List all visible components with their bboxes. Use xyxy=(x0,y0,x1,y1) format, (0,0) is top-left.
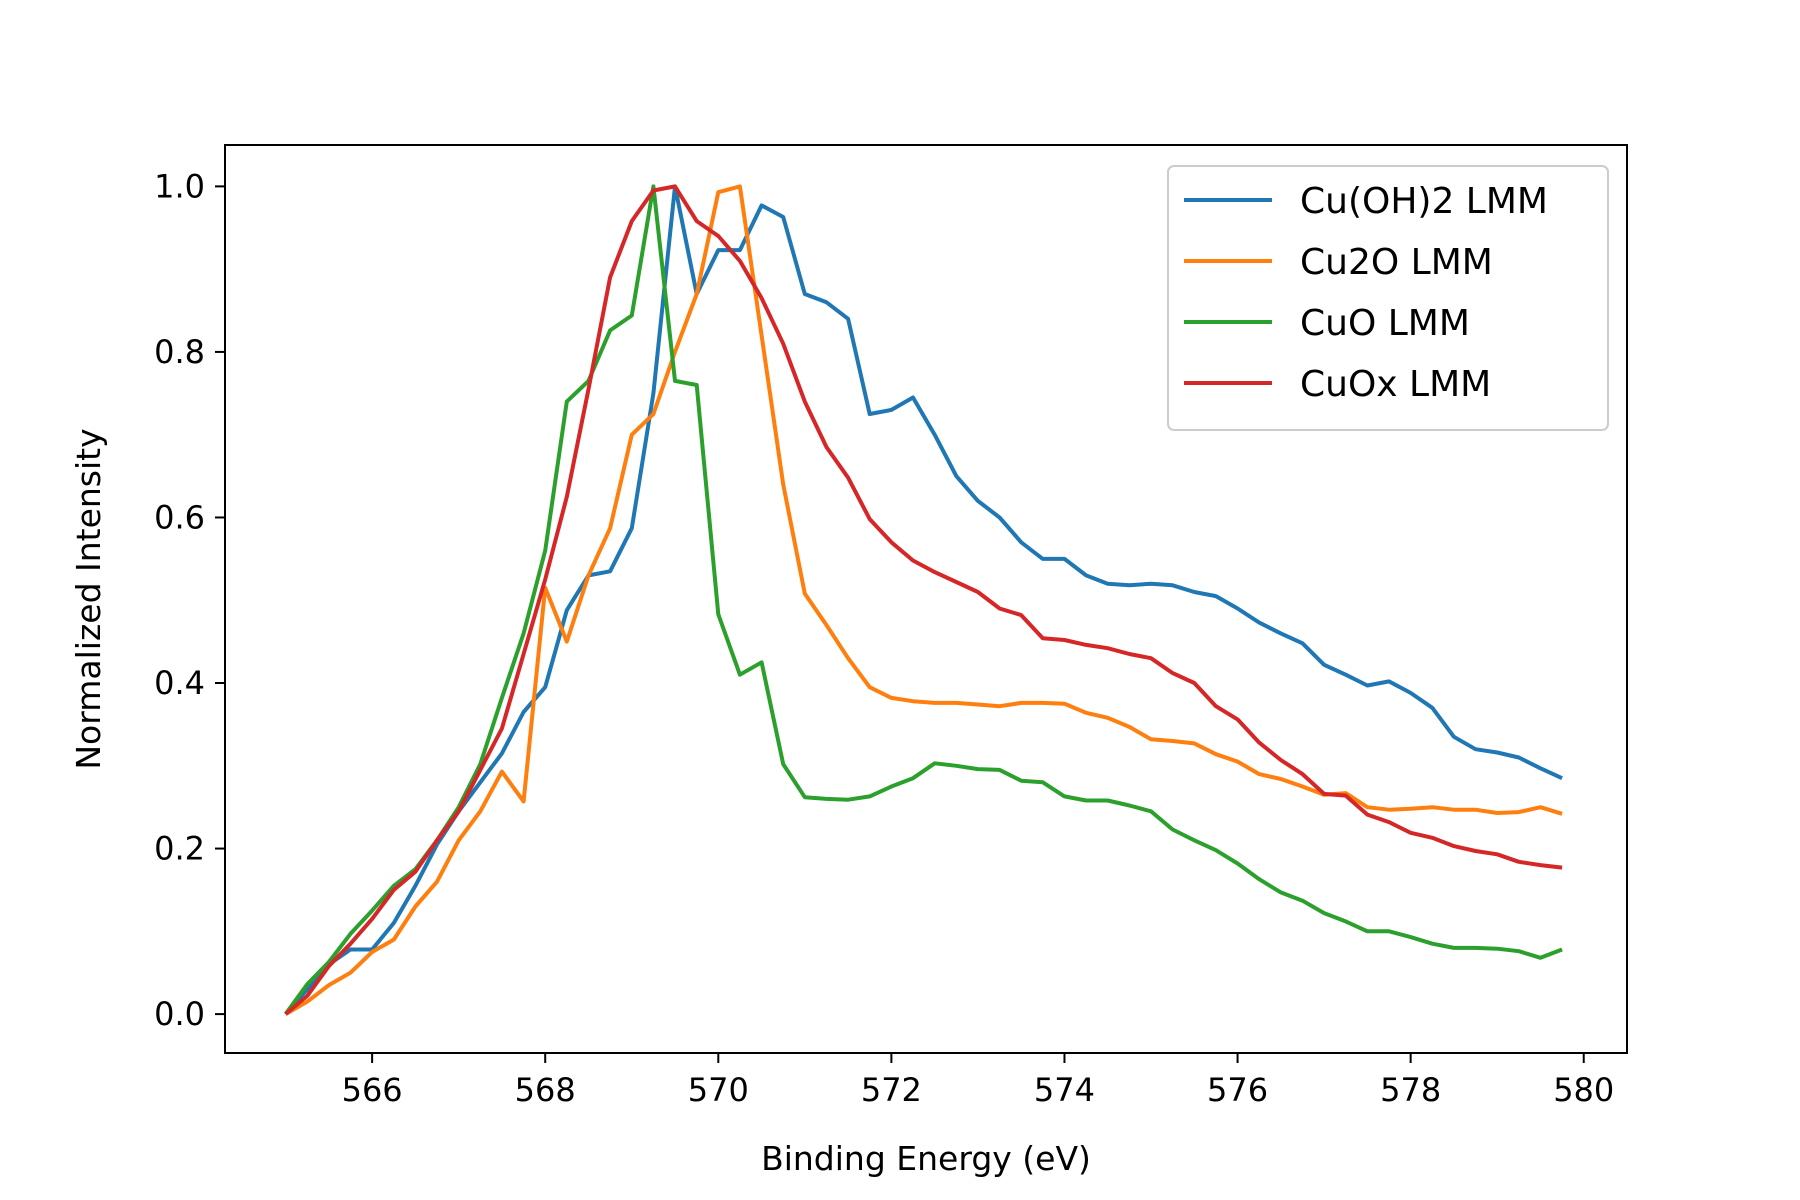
x-tick-label: 566 xyxy=(342,1071,403,1109)
x-tick-label: 572 xyxy=(861,1071,922,1109)
x-tick-label: 570 xyxy=(688,1071,749,1109)
x-tick-label: 580 xyxy=(1553,1071,1614,1109)
x-tick-label: 578 xyxy=(1380,1071,1441,1109)
y-tick-label: 0.0 xyxy=(154,995,205,1033)
series-line-0 xyxy=(284,184,1563,1016)
series-layer xyxy=(283,184,1563,1016)
legend-label-0: Cu(OH)2 LMM xyxy=(1300,181,1548,222)
x-tick-label: 574 xyxy=(1034,1071,1095,1109)
series-line-3 xyxy=(284,184,1563,1016)
x-tick-label: 576 xyxy=(1207,1071,1268,1109)
legend-box xyxy=(1167,165,1609,431)
x-axis-label: Binding Energy (eV) xyxy=(761,1139,1091,1178)
y-tick-label: 0.4 xyxy=(154,664,205,702)
y-tick-label: 1.0 xyxy=(154,167,205,205)
legend: Cu(OH)2 LMM Cu2O LMM CuO LMM CuOx LMM xyxy=(1167,165,1609,431)
x-tick-label: 568 xyxy=(515,1071,576,1109)
series-line-1 xyxy=(284,184,1563,1016)
legend-label-2: CuO LMM xyxy=(1300,303,1470,344)
x-axis: 566 568 570 572 574 576 578 580 xyxy=(342,1053,1614,1109)
legend-label-1: Cu2O LMM xyxy=(1300,242,1493,283)
plot-frame xyxy=(224,144,1628,1054)
y-tick-label: 0.6 xyxy=(154,498,205,536)
y-axis: 0.0 0.2 0.4 0.6 0.8 1.0 xyxy=(154,167,225,1033)
legend-label-3: CuOx LMM xyxy=(1300,364,1491,405)
y-tick-label: 0.8 xyxy=(154,333,205,371)
y-tick-label: 0.2 xyxy=(154,830,205,868)
y-axis-label: Normalized Intensity xyxy=(69,428,108,769)
series-line-2 xyxy=(283,184,1563,1016)
